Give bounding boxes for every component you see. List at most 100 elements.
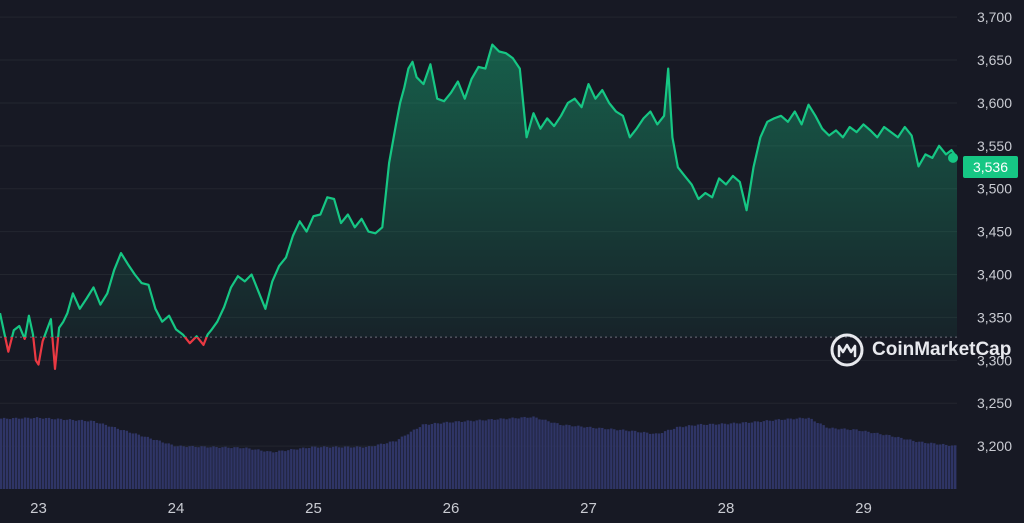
volume-bar [29, 418, 33, 489]
volume-bar [897, 436, 900, 489]
volume-bar [299, 448, 302, 489]
volume-bar [714, 424, 718, 489]
volume-bar [397, 439, 401, 489]
coinmarketcap-logo-icon [830, 333, 864, 367]
volume-bar [888, 435, 891, 489]
volume-bar [562, 425, 565, 489]
volume-bar [669, 429, 673, 489]
volume-bar [520, 417, 523, 489]
volume-bar [693, 425, 697, 489]
volume-bar [511, 417, 514, 489]
volume-bar [382, 444, 386, 489]
volume-bar [236, 447, 239, 489]
price-area [0, 44, 957, 338]
volume-bar [110, 426, 114, 489]
volume-bar [242, 448, 245, 489]
volume-bar [317, 447, 320, 489]
volume-bar [639, 432, 643, 489]
volume-bar [544, 419, 547, 489]
volume-bar [290, 449, 293, 489]
volume-bar [523, 416, 526, 489]
volume-bar [418, 427, 422, 489]
volume-bar [559, 424, 562, 489]
volume-bar [822, 425, 825, 489]
volume-bar [882, 435, 885, 489]
volume-bar [831, 427, 834, 489]
volume-bar [660, 433, 664, 489]
volume-bar [113, 427, 117, 489]
volume-bar [762, 421, 765, 489]
volume-bar [442, 422, 446, 489]
volume-bar [828, 428, 831, 489]
volume-bar [436, 423, 440, 489]
volume-bar [427, 424, 431, 489]
volume-bar [448, 422, 451, 489]
volume-bar [358, 446, 362, 489]
volume-bar [17, 418, 21, 489]
volume-bar [786, 418, 789, 489]
volume-bar [32, 417, 36, 489]
volume-bar [768, 420, 771, 489]
volume-bar [648, 433, 652, 489]
volume-bar [750, 422, 754, 489]
volume-bar [158, 440, 161, 489]
volume-bar [903, 439, 906, 489]
volume-bar [266, 451, 269, 489]
volume-bar [355, 446, 359, 489]
volume-bar [813, 421, 816, 489]
volume-bar [424, 424, 428, 489]
volume-bar [535, 417, 538, 489]
volume-bar [532, 416, 535, 489]
volume-bar [80, 419, 84, 489]
volume-bar [681, 427, 685, 489]
volume-bar [251, 449, 254, 489]
last-price-badge: 3,536 [963, 156, 1018, 178]
volume-bar [206, 447, 209, 489]
volume-bar [119, 430, 123, 489]
volume-bar [846, 429, 849, 489]
volume-bar [47, 417, 51, 489]
volume-bar [218, 447, 221, 489]
volume-bar [909, 439, 912, 489]
volume-bar [807, 417, 810, 489]
x-tick-label: 26 [443, 500, 460, 517]
volume-bar [634, 430, 637, 489]
y-tick-label: 3,400 [977, 267, 1012, 283]
volume-bar [795, 418, 798, 489]
volume-bar [541, 419, 544, 489]
volume-bar [493, 419, 496, 489]
volume-bar [385, 443, 389, 489]
volume-bar [622, 429, 625, 489]
volume-bar [466, 420, 469, 489]
volume-bar [143, 436, 146, 489]
volume-bar [2, 417, 6, 489]
volume-bar [720, 423, 724, 489]
volume-bar [744, 422, 748, 489]
volume-bar [212, 446, 215, 489]
volume-bar [260, 450, 263, 489]
volume-bar [215, 447, 218, 489]
volume-bar [176, 446, 179, 489]
volume-bar [454, 421, 457, 489]
x-tick-label: 23 [30, 500, 47, 517]
volume-bar [56, 418, 60, 489]
volume-bar [230, 448, 233, 489]
volume-bar [825, 427, 828, 489]
volume-bar [777, 419, 780, 489]
volume-bar [340, 447, 344, 489]
volume-bar [325, 446, 329, 489]
volume-bar [125, 430, 128, 489]
volume-bar [580, 426, 583, 489]
volume-bar [726, 424, 730, 489]
volume-bar [478, 419, 481, 489]
volume-bar [101, 423, 105, 489]
volume-bar [915, 442, 918, 489]
volume-bar [834, 428, 837, 489]
volume-bar [284, 451, 287, 489]
volume-bar [840, 428, 843, 489]
volume-bar [496, 419, 499, 489]
volume-bar [421, 424, 425, 489]
price-line [0, 43, 958, 370]
volume-bar [741, 422, 745, 489]
volume-bar [308, 447, 311, 489]
